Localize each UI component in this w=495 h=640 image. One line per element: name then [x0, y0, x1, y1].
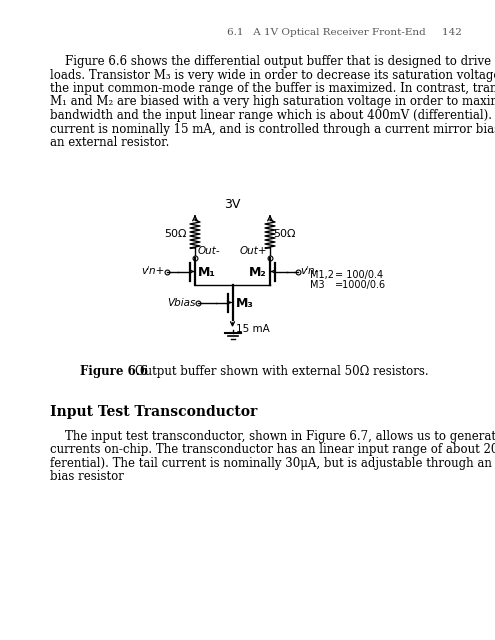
Text: M₁: M₁ [198, 266, 216, 279]
Text: Figure 6.6 shows the differential output buffer that is designed to drive 50Ω: Figure 6.6 shows the differential output… [50, 55, 495, 68]
Text: Out-: Out- [198, 246, 221, 256]
Text: the input common-mode range of the buffer is maximized. In contrast, transistors: the input common-mode range of the buffe… [50, 82, 495, 95]
Text: currents on-chip. The transconductor has an linear input range of about 200mV (d: currents on-chip. The transconductor has… [50, 444, 495, 456]
Text: Input Test Transconductor: Input Test Transconductor [50, 405, 257, 419]
Text: = 100/0.4: = 100/0.4 [335, 270, 383, 280]
Text: The input test transconductor, shown in Figure 6.7, allows us to generate test: The input test transconductor, shown in … [50, 430, 495, 443]
Text: 15 mA: 15 mA [236, 324, 269, 334]
Text: 50Ω: 50Ω [273, 229, 296, 239]
Text: vᴵn+: vᴵn+ [142, 266, 165, 275]
Text: an external resistor.: an external resistor. [50, 136, 169, 149]
Text: M₂: M₂ [249, 266, 267, 279]
Text: bias resistor: bias resistor [50, 470, 124, 483]
Text: loads. Transistor M₃ is very wide in order to decrease its saturation voltage so: loads. Transistor M₃ is very wide in ord… [50, 68, 495, 81]
Text: M1,2: M1,2 [310, 270, 334, 280]
Text: vᴵn-: vᴵn- [300, 266, 318, 275]
Text: M₃: M₃ [236, 297, 253, 310]
Text: ferential). The tail current is nominally 30μA, but is adjustable through an ext: ferential). The tail current is nominall… [50, 457, 495, 470]
Text: Out+: Out+ [240, 246, 267, 256]
Text: current is nominally 15 mA, and is controlled through a current mirror biased us: current is nominally 15 mA, and is contr… [50, 122, 495, 136]
Text: bandwidth and the input linear range which is about 400mV (differential). The ta: bandwidth and the input linear range whi… [50, 109, 495, 122]
Text: 50Ω: 50Ω [164, 229, 187, 239]
Text: Output buffer shown with external 50Ω resistors.: Output buffer shown with external 50Ω re… [135, 365, 429, 378]
Text: M₁ and M₂ are biased with a very high saturation voltage in order to maximize th: M₁ and M₂ are biased with a very high sa… [50, 95, 495, 109]
Text: Figure 6.6: Figure 6.6 [80, 365, 148, 378]
Text: 6.1   A 1V Optical Receiver Front-End     142: 6.1 A 1V Optical Receiver Front-End 142 [227, 28, 462, 37]
Text: M3: M3 [310, 280, 325, 290]
Text: 3V: 3V [224, 198, 241, 211]
Text: =1000/0.6: =1000/0.6 [335, 280, 386, 290]
Text: Vbias: Vbias [167, 298, 196, 307]
